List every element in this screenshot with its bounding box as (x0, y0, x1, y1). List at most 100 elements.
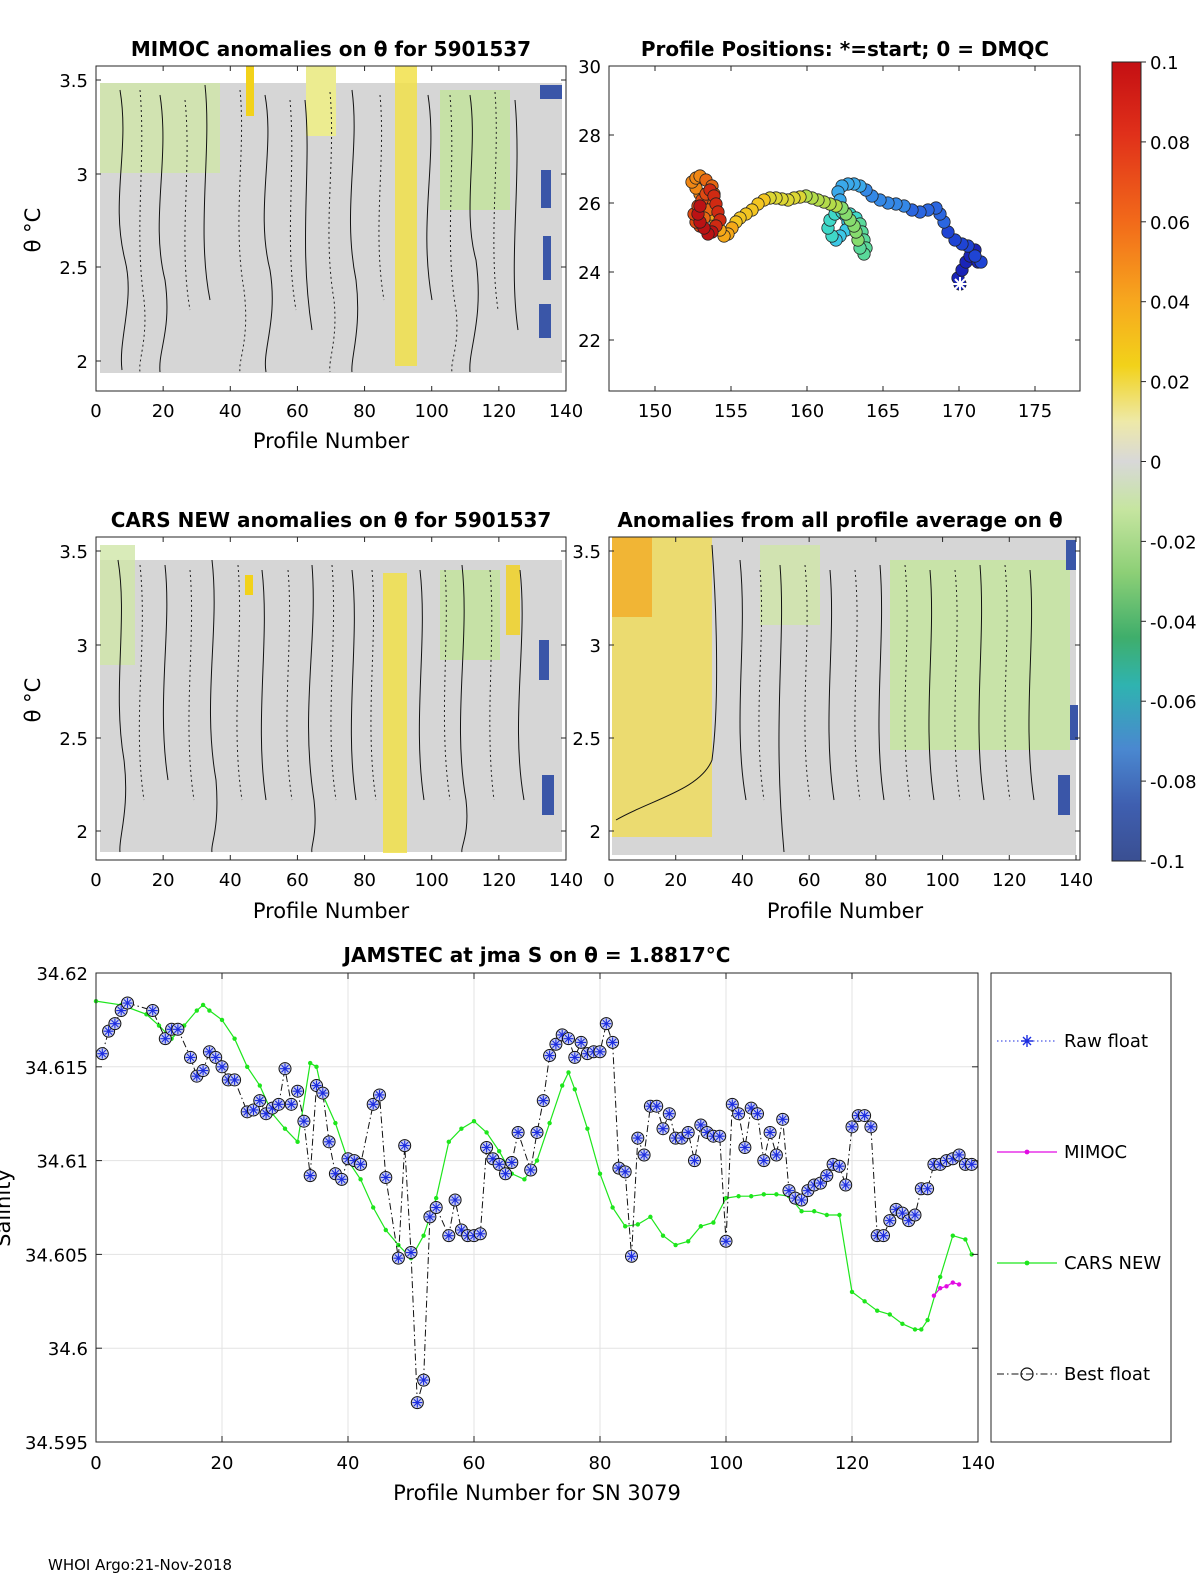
raw-float-point (248, 1104, 259, 1115)
raw-float-point (947, 1153, 958, 1164)
mimoc-panel: MIMOC anomalies on θ for 5901537 3.5 3 2.5… (21, 37, 583, 453)
raw-float-point (412, 1397, 423, 1408)
cars-ylabel: θ °C (21, 678, 45, 723)
mimoc-anomaly-patch (395, 66, 417, 366)
mimoc-ylabel: θ °C (21, 208, 45, 253)
y-tick-label: 3.5 (59, 542, 88, 563)
cars-new-point (969, 1252, 974, 1257)
mimoc-anomaly-patch (440, 90, 510, 210)
mimoc-x-axis: 0 20 40 60 80 100 120 140 (90, 66, 583, 422)
raw-float-point (273, 1099, 284, 1110)
cars-contour-solid (117, 559, 525, 853)
raw-float-point (487, 1153, 498, 1164)
colorbar-tick-label: -0.08 (1150, 772, 1197, 793)
raw-float-point (418, 1375, 429, 1386)
x-tick-label: 140 (549, 870, 583, 891)
y-tick-label: 2 (590, 822, 601, 843)
x-tick-label: 100 (415, 870, 449, 891)
cars-new-point (358, 1177, 363, 1182)
cars-new-point (950, 1233, 955, 1238)
profile-position-marker (693, 199, 707, 213)
legend-label-mimoc: MIMOC (1064, 1142, 1127, 1163)
cars-contour-dotted (138, 564, 495, 801)
salinity-ylabel: Salinity (0, 1169, 15, 1247)
raw-float-point (903, 1215, 914, 1226)
y-tick-label: 3 (77, 636, 88, 657)
mimoc-contour-dotted (139, 89, 499, 373)
salinity-plot-area (96, 973, 978, 1442)
cars-new-point (585, 1126, 590, 1131)
cars-new-point (308, 1060, 313, 1066)
mimoc-point (950, 1280, 955, 1285)
salinity-axes-frame (95, 972, 979, 1443)
raw-float-point (311, 1080, 322, 1091)
raw-float-point (765, 1127, 776, 1138)
y-tick-label: 34.62 (36, 964, 88, 985)
raw-float-point (229, 1074, 240, 1085)
average-anomaly-patch (612, 537, 652, 617)
raw-float-point (576, 1037, 587, 1048)
mimoc-anomaly-patch (540, 85, 562, 99)
raw-float-point (632, 1133, 643, 1144)
cars-new-point (471, 1119, 477, 1124)
cars-new-point (597, 1171, 603, 1176)
cars-new-point (723, 1195, 729, 1201)
raw-float-point (607, 1037, 618, 1048)
cars-new-point (660, 1233, 666, 1238)
mimoc-anomaly-patch (543, 236, 551, 280)
colorbar-tick-label: -0.06 (1150, 692, 1197, 713)
y-tick-label: 34.595 (25, 1433, 88, 1454)
raw-float-point (506, 1157, 517, 1168)
raw-float-point (840, 1179, 851, 1190)
colorbar-tick-label: 0.04 (1150, 293, 1190, 314)
cars-new-point (566, 1070, 571, 1075)
raw-float-point (613, 1163, 624, 1174)
salinity-y-axis: 34.62 34.615 34.61 34.605 34.6 34.595 (25, 964, 978, 1454)
average-title: Anomalies from all profile average on θ (617, 508, 1062, 532)
cars-new-point (232, 1036, 237, 1041)
raw-float-point (865, 1121, 876, 1132)
cars-new-point (282, 1126, 288, 1131)
cars-new-point (900, 1321, 905, 1327)
y-tick-label: 34.6 (48, 1339, 88, 1360)
x-tick-label: 0 (90, 870, 101, 891)
cars-new-point (673, 1242, 678, 1248)
raw-float-point (261, 1108, 272, 1119)
legend-label-best: Best float (1064, 1364, 1150, 1385)
raw-float-point (343, 1153, 353, 1164)
cars-new-point (875, 1308, 880, 1313)
legend-label-raw: Raw float (1064, 1031, 1148, 1052)
x-tick-label: 120 (835, 1453, 869, 1474)
raw-float-point (550, 1039, 561, 1050)
cars-new-point (446, 1139, 451, 1145)
raw-float-point (532, 1127, 542, 1138)
mimoc-title: MIMOC anomalies on θ for 5901537 (131, 37, 531, 61)
mimoc-anomaly-patch (539, 304, 551, 338)
x-tick-label: 120 (482, 401, 516, 422)
cars-new-point (799, 1209, 804, 1214)
cars-new-point (314, 1064, 319, 1070)
raw-float-point (217, 1061, 227, 1072)
raw-float-point (336, 1174, 347, 1185)
legend-raw-marker (1021, 1035, 1033, 1047)
cars-new-point (698, 1224, 703, 1229)
average-panel: Anomalies from all profile average on θ … (572, 508, 1093, 923)
average-axes-frame (608, 536, 1081, 861)
raw-float-point (368, 1099, 379, 1110)
cars-new-point (749, 1194, 754, 1199)
colorbar-tick-label: 0.02 (1150, 373, 1190, 394)
mimoc-point (956, 1282, 962, 1287)
cars-new-point (459, 1126, 464, 1131)
colorbar-ticks: 0.1 0.08 0.06 0.04 0.02 0 -0.02 -0.04 -0.06 -0.08… (1141, 53, 1197, 873)
average-anomaly-patch (1058, 775, 1070, 815)
colorbar-tick-label: 0 (1150, 453, 1161, 474)
raw-float-point (443, 1230, 454, 1241)
cars-new-point (434, 1195, 439, 1201)
raw-float-point (292, 1086, 303, 1097)
raw-float-point (582, 1048, 593, 1059)
raw-float-point (481, 1142, 492, 1153)
raw-float-point (821, 1170, 832, 1181)
raw-float-point (601, 1018, 612, 1029)
raw-float-point (349, 1155, 360, 1166)
raw-float-point (431, 1202, 442, 1213)
